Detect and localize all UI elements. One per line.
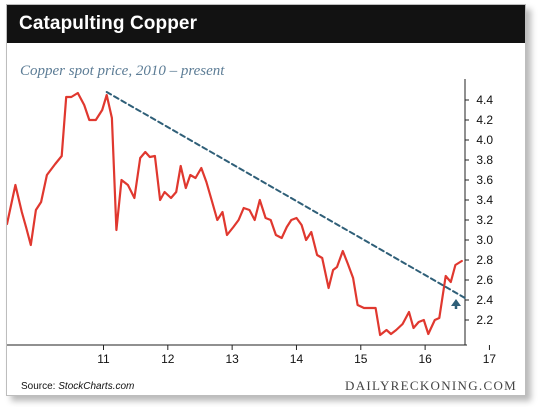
price-line: [7, 91, 463, 337]
x-tick-label: 16: [418, 352, 432, 366]
arrow-head-icon: [450, 299, 461, 306]
y-tick-label: 3.0: [476, 233, 493, 247]
y-tick-label: 2.8: [476, 253, 493, 267]
series-group: [7, 91, 466, 337]
chart-subtitle: Copper spot price, 2010 – present: [20, 63, 225, 79]
source-note: Source: StockCharts.com: [21, 381, 134, 392]
y-tick-label: 4.2: [476, 113, 493, 127]
y-tick-label: 2.4: [476, 293, 493, 307]
y-tick-label: 4.4: [476, 93, 493, 107]
trend-line: [105, 91, 466, 299]
y-tick-label: 3.6: [476, 173, 493, 187]
y-tick-label: 3.4: [476, 193, 493, 207]
source-name: StockCharts.com: [58, 381, 135, 392]
price-chart: 11 12 13 14 15 16 17 4.4 4.2 4.0 3.8 3.6 3.4 3.2 3.0 2.…: [7, 79, 496, 366]
y-tick-label: 4.0: [476, 133, 493, 147]
y-tick-label: 2.6: [476, 273, 493, 287]
chart-card: Catapulting Copper Copper spot price, 20…: [6, 4, 526, 396]
axes-group: 11 12 13 14 15 16 17 4.4 4.2 4.0 3.8 3.6 3.4 3.2 3.0 2.…: [7, 79, 496, 366]
chart-title: Catapulting Copper: [19, 13, 198, 34]
x-tick-label: 15: [354, 352, 368, 366]
x-tick-label: 11: [97, 352, 110, 366]
brand-footer: DAILYRECKONING.COM: [345, 378, 517, 393]
header-bar: Catapulting Copper: [7, 5, 525, 43]
y-tick-label: 3.8: [476, 153, 493, 167]
y-tick-label: 2.2: [476, 313, 493, 327]
x-tick-label: 12: [161, 352, 175, 366]
x-tick-label: 14: [290, 352, 304, 366]
x-tick-label: 17: [483, 352, 497, 366]
source-prefix: Source:: [21, 381, 59, 392]
y-tick-label: 3.2: [476, 213, 493, 227]
annotations-group: [450, 299, 461, 309]
x-tick-label: 13: [225, 352, 239, 366]
